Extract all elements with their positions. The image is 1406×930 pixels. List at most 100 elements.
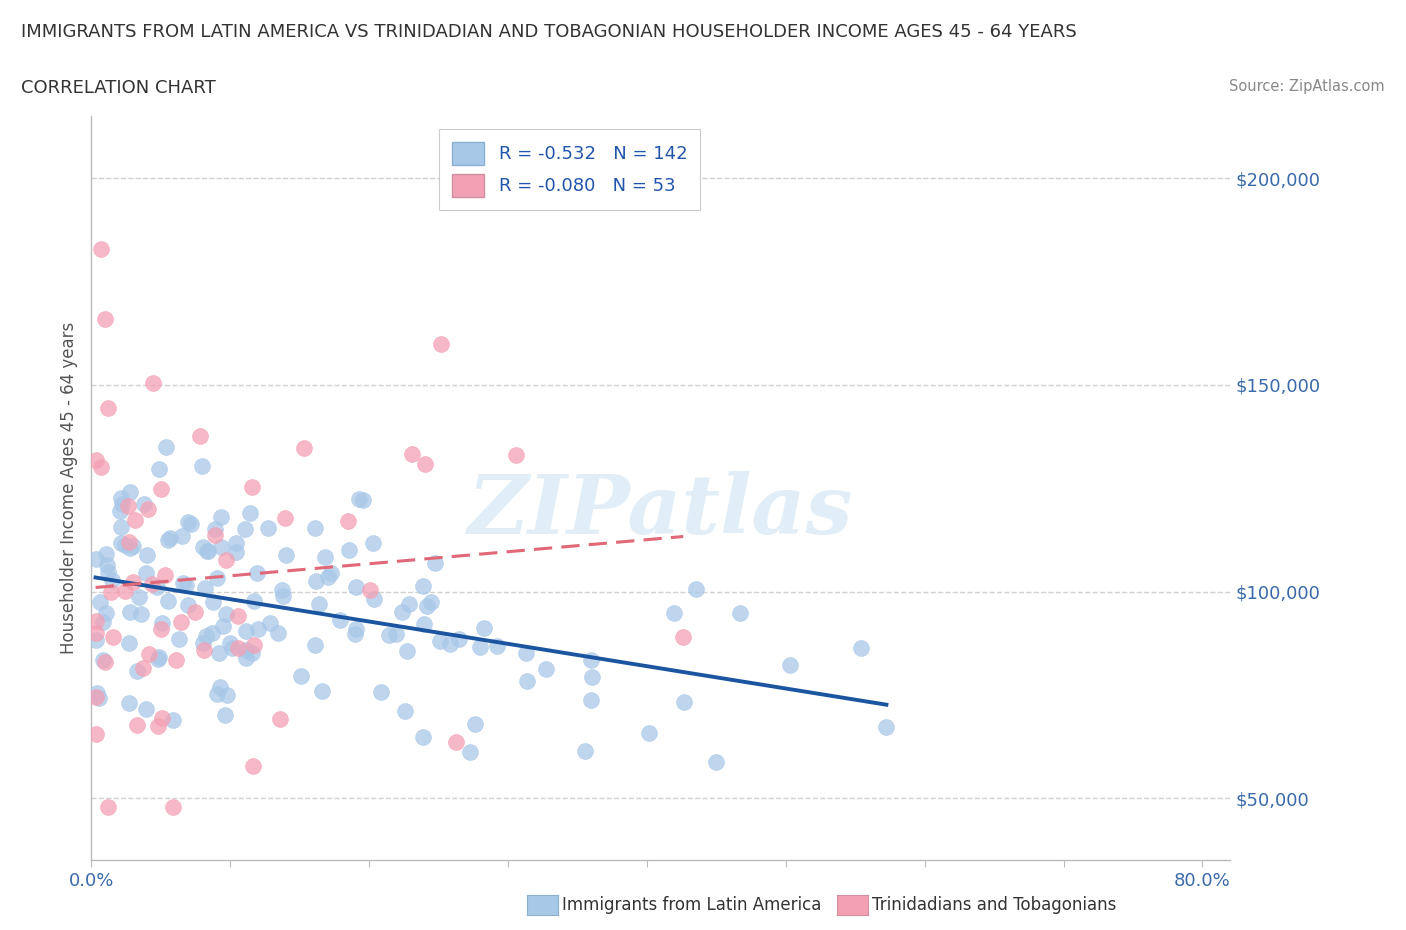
Point [311,684,333,698]
Point [146,652,169,667]
Point [191,636,214,651]
Point [128,590,150,604]
Point [505,447,527,462]
Point [118,535,141,550]
Point [439,637,461,652]
Point [276,548,298,563]
Point [235,624,257,639]
Point [121,538,143,553]
Point [184,604,207,619]
Point [242,758,264,773]
Point [205,570,228,585]
Point [209,510,232,525]
Point [91,653,114,668]
Point [363,591,385,606]
Point [225,545,247,560]
Point [136,501,159,516]
Point [704,754,727,769]
Point [398,597,420,612]
Point [208,646,231,661]
Point [308,597,330,612]
Point [240,480,263,495]
Point [142,376,165,391]
Point [581,670,603,684]
Point [191,458,214,473]
Point [141,577,163,591]
Point [534,662,557,677]
Point [394,704,416,719]
Point [100,573,122,588]
Point [267,626,290,641]
Point [685,582,707,597]
Point [209,539,232,554]
Point [401,447,423,462]
Point [172,576,194,591]
Point [96,557,118,572]
Point [337,542,360,557]
Point [177,598,200,613]
Point [111,497,134,512]
Point [110,520,132,535]
Point [304,520,326,535]
Point [259,616,281,631]
Point [215,552,238,567]
Point [84,633,107,648]
Point [243,593,266,608]
Point [191,539,214,554]
Point [91,615,114,630]
Point [121,575,143,590]
Point [195,544,218,559]
Point [242,645,264,660]
Point [211,619,233,634]
Point [208,680,231,695]
Point [131,606,153,621]
Point [162,712,184,727]
Point [97,565,120,579]
Point [419,595,441,610]
Point [167,631,190,646]
Point [413,457,436,472]
Point [215,687,238,702]
Point [779,658,801,672]
Point [447,632,470,647]
Point [664,605,686,620]
Point [269,711,291,726]
Point [246,621,269,636]
Point [157,593,180,608]
Point [86,685,108,700]
Text: CORRELATION CHART: CORRELATION CHART [21,79,217,97]
Point [429,633,451,648]
Point [412,578,434,593]
Point [239,505,262,520]
Y-axis label: Householder Income Ages 45 - 64 years: Householder Income Ages 45 - 64 years [59,322,77,655]
Point [204,527,226,542]
Point [177,514,200,529]
Point [319,565,342,580]
Point [343,627,366,642]
Point [430,337,453,352]
Point [174,578,197,593]
Point [201,594,224,609]
Point [225,536,247,551]
Point [84,613,107,628]
Point [127,664,149,679]
Text: Source: ZipAtlas.com: Source: ZipAtlas.com [1229,79,1385,94]
Point [132,660,155,675]
Point [157,532,180,547]
Text: IMMIGRANTS FROM LATIN AMERICA VS TRINIDADIAN AND TOBAGONIAN HOUSEHOLDER INCOME A: IMMIGRANTS FROM LATIN AMERICA VS TRINIDA… [21,23,1077,41]
Text: ZIPatlas: ZIPatlas [468,471,853,551]
Point [347,492,370,507]
Point [136,547,159,562]
Point [101,629,124,644]
Legend: R = -0.532   N = 142, R = -0.080   N = 53: R = -0.532 N = 142, R = -0.080 N = 53 [439,129,700,209]
Point [638,726,661,741]
Point [197,543,219,558]
Point [94,547,117,562]
Point [235,651,257,666]
Point [120,604,142,619]
Point [118,540,141,555]
Point [579,692,602,707]
Point [361,536,384,551]
Point [146,719,169,734]
Point [474,620,496,635]
